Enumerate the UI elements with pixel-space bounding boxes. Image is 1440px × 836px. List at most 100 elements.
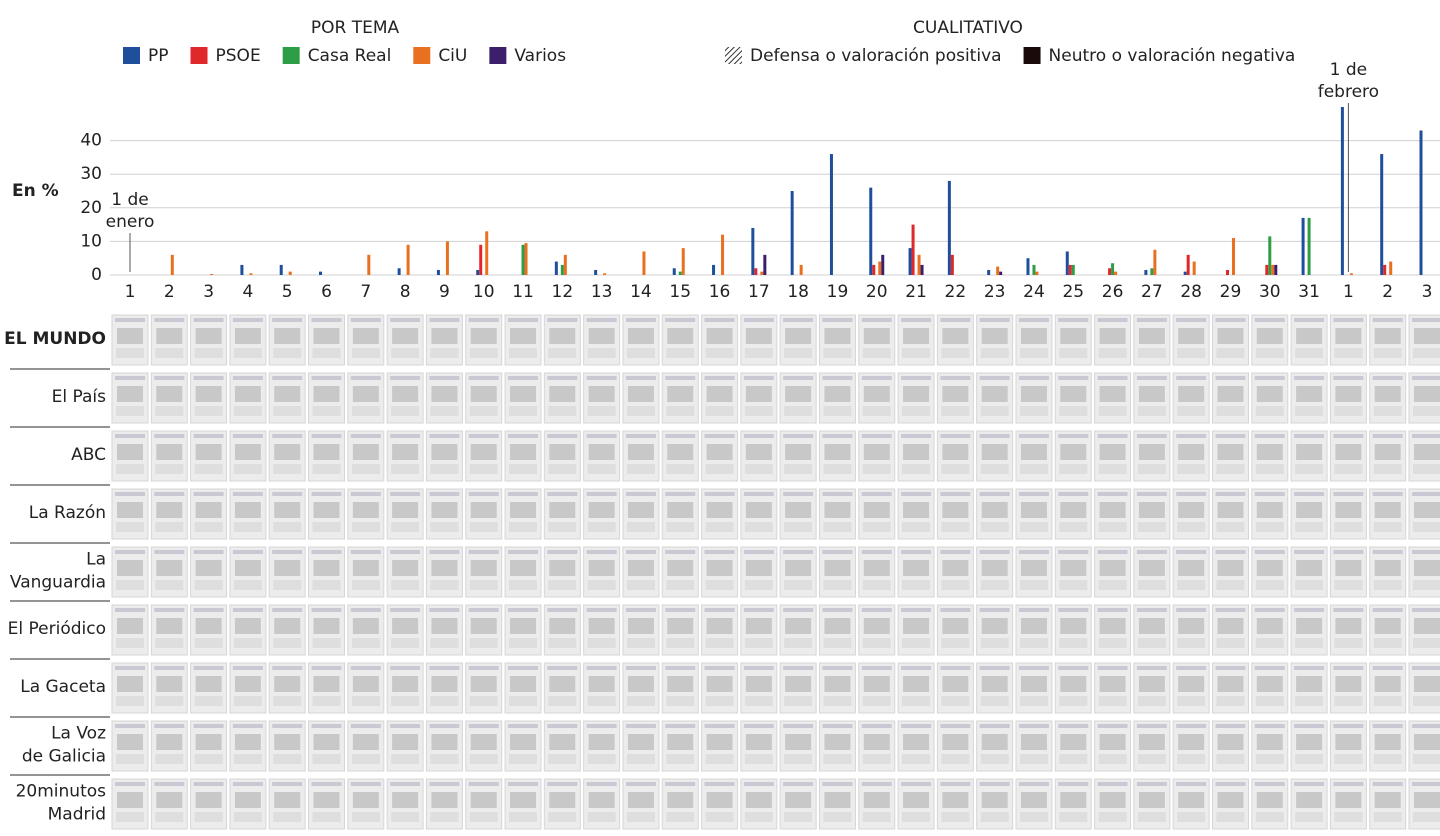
front-page-thumbnail <box>426 605 462 655</box>
front-page-thumbnail <box>544 721 580 771</box>
front-page-thumbnail <box>977 489 1013 539</box>
thumbnail-photo <box>667 444 693 460</box>
front-page-thumbnail <box>191 663 227 713</box>
thumbnail-text <box>352 754 380 764</box>
front-page-thumbnail <box>780 663 816 713</box>
front-page-thumbnail <box>819 605 855 655</box>
thumbnail-photo <box>707 734 733 750</box>
thumbnail-text <box>863 348 891 358</box>
thumbnail-photo <box>628 734 654 750</box>
thumbnail-header <box>1176 492 1206 496</box>
thumbnail-header <box>862 782 892 786</box>
front-page-thumbnail <box>387 489 423 539</box>
thumbnail-text <box>588 522 616 532</box>
thumbnail-photo <box>942 618 968 634</box>
thumbnail-photo <box>903 734 929 750</box>
bar <box>485 231 488 275</box>
thumbnail-text <box>1374 406 1402 416</box>
thumbnail-header <box>154 434 184 438</box>
thumbnail-photo <box>982 560 1008 576</box>
front-page-thumbnail <box>1291 605 1327 655</box>
front-page-thumbnail <box>466 373 502 423</box>
thumbnail-text <box>1099 638 1127 648</box>
thumbnail-photo <box>1021 618 1047 634</box>
x-tick-label: 3 <box>1422 282 1433 302</box>
bar <box>280 265 283 275</box>
thumbnail-text <box>1413 638 1440 648</box>
front-page-thumbnail <box>977 431 1013 481</box>
thumbnail-header <box>390 724 420 728</box>
thumbnail-text <box>941 406 969 416</box>
front-page-thumbnail <box>623 489 659 539</box>
thumbnail-header <box>587 550 617 554</box>
thumbnail-text <box>706 580 734 590</box>
thumbnail-text <box>234 812 262 822</box>
thumbnail-header <box>862 608 892 612</box>
front-page-thumbnail <box>702 431 738 481</box>
thumbnail-header <box>901 782 931 786</box>
front-page-thumbnail <box>230 721 266 771</box>
thumbnail-photo <box>1060 560 1086 576</box>
thumbnail-photo <box>628 328 654 344</box>
thumbnail-photo <box>864 676 890 692</box>
x-tick-label: 1 <box>125 282 136 302</box>
thumbnail-photo <box>1021 734 1047 750</box>
thumbnail-photo <box>903 444 929 460</box>
thumbnail-header <box>980 318 1010 322</box>
thumbnail-photo <box>510 386 536 402</box>
x-tick-label: 16 <box>709 282 731 302</box>
thumbnail-header <box>1098 376 1128 380</box>
front-page-thumbnail <box>112 721 148 771</box>
front-page-thumbnail <box>741 547 777 597</box>
thumbnail-header <box>1215 376 1245 380</box>
bar <box>289 272 292 275</box>
thumbnail-text <box>273 754 301 764</box>
front-page-thumbnail <box>269 663 305 713</box>
front-page-thumbnail <box>309 779 345 829</box>
thumbnail-photo <box>1178 444 1204 460</box>
thumbnail-header <box>154 724 184 728</box>
thumbnail-text <box>1059 522 1087 532</box>
thumbnail-photo <box>431 734 457 750</box>
front-page-thumbnail <box>309 547 345 597</box>
thumbnail-photo <box>942 734 968 750</box>
front-page-thumbnail <box>348 373 384 423</box>
thumbnail-text <box>509 812 537 822</box>
thumbnail-photo <box>1100 328 1126 344</box>
thumbnail-photo <box>864 618 890 634</box>
newspaper-name: El País <box>52 387 106 407</box>
front-page-thumbnail <box>702 663 738 713</box>
bar <box>642 251 645 275</box>
thumbnail-text <box>1020 696 1048 706</box>
thumbnail-photo <box>431 386 457 402</box>
thumbnail-header <box>783 492 813 496</box>
thumbnail-photo <box>1217 734 1243 750</box>
front-page-thumbnail <box>1016 721 1052 771</box>
thumbnail-text <box>863 580 891 590</box>
thumbnail-photo <box>1139 328 1165 344</box>
front-page-thumbnail <box>1370 779 1406 829</box>
thumbnail-photo <box>982 734 1008 750</box>
thumbnail-photo <box>785 328 811 344</box>
front-page-thumbnail <box>584 489 620 539</box>
thumbnail-text <box>116 812 144 822</box>
front-page-thumbnail <box>191 373 227 423</box>
thumbnail-photo <box>1139 502 1165 518</box>
thumbnail-photo <box>746 618 772 634</box>
thumbnail-header <box>1412 318 1440 322</box>
front-page-thumbnail <box>544 373 580 423</box>
thumbnail-photo <box>864 444 890 460</box>
thumbnail-header <box>783 782 813 786</box>
thumbnail-text <box>1177 522 1205 532</box>
thumbnail-header <box>940 666 970 670</box>
front-page-thumbnail <box>780 721 816 771</box>
thumbnail-text <box>627 348 655 358</box>
thumbnail-photo <box>1296 328 1322 344</box>
front-page-thumbnail <box>898 779 934 829</box>
thumbnail-header <box>744 724 774 728</box>
thumbnail-photo <box>628 560 654 576</box>
thumbnail-header <box>1176 434 1206 438</box>
front-page-thumbnail <box>1055 779 1091 829</box>
thumbnail-text <box>666 348 694 358</box>
bar <box>951 255 954 275</box>
